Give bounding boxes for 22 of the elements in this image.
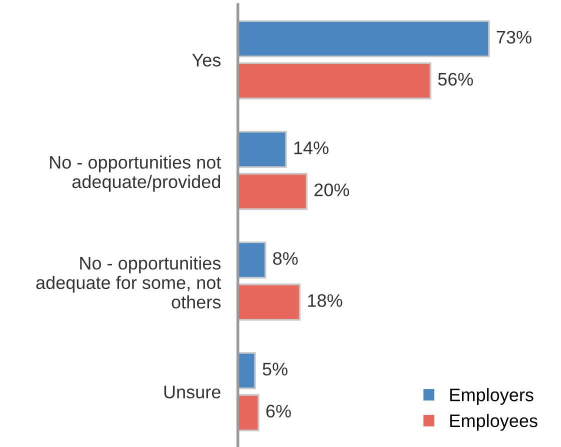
data-label: 20%: [314, 184, 350, 196]
data-label: 6%: [266, 404, 291, 418]
y-tick-label: Unsure: [164, 386, 220, 398]
bar: [238, 284, 301, 321]
data-label: 8%: [273, 252, 298, 265]
bar: [238, 62, 432, 100]
legend-label: Employees: [450, 414, 538, 431]
y-tick-label: Yes: [192, 54, 221, 67]
bar: [238, 130, 287, 168]
data-label: 56%: [438, 72, 473, 86]
data-label: 18%: [308, 294, 342, 307]
data-label: 73%: [496, 30, 532, 44]
y-tick-label: No - opportunities adequate for some, not others: [36, 256, 222, 309]
data-label: 5%: [262, 362, 288, 376]
bar: [238, 352, 256, 390]
bar: [238, 241, 266, 279]
legend-label: Employers: [450, 388, 534, 405]
bar: [238, 394, 260, 432]
data-label: 14%: [294, 142, 328, 154]
bar: [238, 172, 308, 210]
bar: [238, 20, 490, 58]
y-tick-label: No - opportunities not adequate/provided: [50, 155, 222, 192]
